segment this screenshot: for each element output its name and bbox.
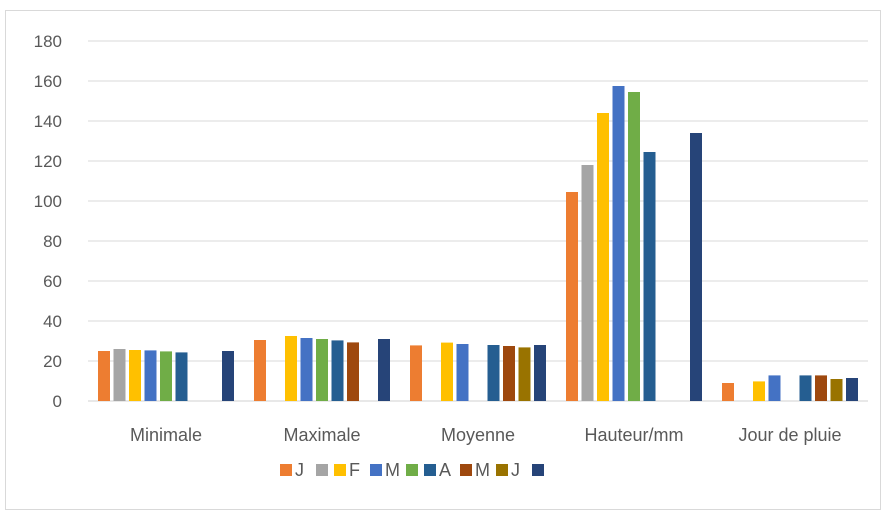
bar xyxy=(300,338,313,401)
legend-swatch xyxy=(496,464,508,476)
bar xyxy=(347,342,359,401)
bar xyxy=(846,378,858,401)
bar xyxy=(628,92,640,401)
y-tick-label: 40 xyxy=(43,312,62,331)
legend-swatch xyxy=(424,464,436,476)
bar xyxy=(815,375,827,401)
bar xyxy=(331,340,344,401)
bar xyxy=(612,86,625,401)
legend-swatch xyxy=(334,464,346,476)
bar xyxy=(175,352,188,401)
bar xyxy=(768,375,781,401)
legend-label: M xyxy=(475,460,490,480)
bar xyxy=(581,165,594,401)
x-category-label: Maximale xyxy=(283,425,360,445)
bar xyxy=(441,342,453,401)
legend-swatch xyxy=(460,464,472,476)
y-tick-label: 140 xyxy=(34,112,62,131)
bar xyxy=(160,351,172,401)
bar xyxy=(753,381,765,401)
y-tick-label: 0 xyxy=(53,392,62,411)
y-tick-label: 80 xyxy=(43,232,62,251)
legend-swatch xyxy=(406,464,418,476)
bar xyxy=(566,192,578,401)
gridlines xyxy=(88,40,868,402)
legend-label: F xyxy=(349,460,360,480)
bar xyxy=(222,351,234,401)
legend-swatch xyxy=(316,464,328,476)
bar xyxy=(643,152,656,401)
y-axis-ticks: 0 20 40 60 80 100 120 140 160 180 xyxy=(34,32,62,411)
bar xyxy=(144,350,157,401)
bar xyxy=(129,350,141,401)
bar xyxy=(254,340,266,401)
y-tick-label: 180 xyxy=(34,32,62,51)
bar xyxy=(410,345,422,401)
bar xyxy=(518,347,531,401)
bar xyxy=(722,383,734,401)
bar xyxy=(113,349,126,401)
bar xyxy=(799,375,812,401)
bar xyxy=(690,133,702,401)
bar xyxy=(456,344,469,401)
x-category-label: Hauteur/mm xyxy=(584,425,683,445)
legend-swatch xyxy=(280,464,292,476)
bars xyxy=(98,86,858,401)
y-tick-label: 100 xyxy=(34,192,62,211)
bar xyxy=(316,339,328,401)
bar xyxy=(285,336,297,401)
x-category-label: Jour de pluie xyxy=(738,425,841,445)
legend-label: A xyxy=(439,460,451,480)
x-category-label: Moyenne xyxy=(441,425,515,445)
x-category-label: Minimale xyxy=(130,425,202,445)
bar xyxy=(378,339,390,401)
legend-swatch xyxy=(532,464,544,476)
legend-swatch xyxy=(370,464,382,476)
bar xyxy=(830,379,843,401)
y-tick-label: 20 xyxy=(43,352,62,371)
bar xyxy=(597,113,609,401)
chart-frame xyxy=(5,10,881,510)
y-tick-label: 160 xyxy=(34,72,62,91)
legend-label: J xyxy=(295,460,304,480)
bar xyxy=(487,345,500,401)
x-axis-categories: Minimale Maximale Moyenne Hauteur/mm Jour de… xyxy=(130,425,842,445)
bar xyxy=(503,346,515,401)
bar xyxy=(98,351,110,401)
bar xyxy=(534,345,546,401)
legend-label: J xyxy=(511,460,520,480)
y-tick-label: 120 xyxy=(34,152,62,171)
y-tick-label: 60 xyxy=(43,272,62,291)
legend-label: M xyxy=(385,460,400,480)
